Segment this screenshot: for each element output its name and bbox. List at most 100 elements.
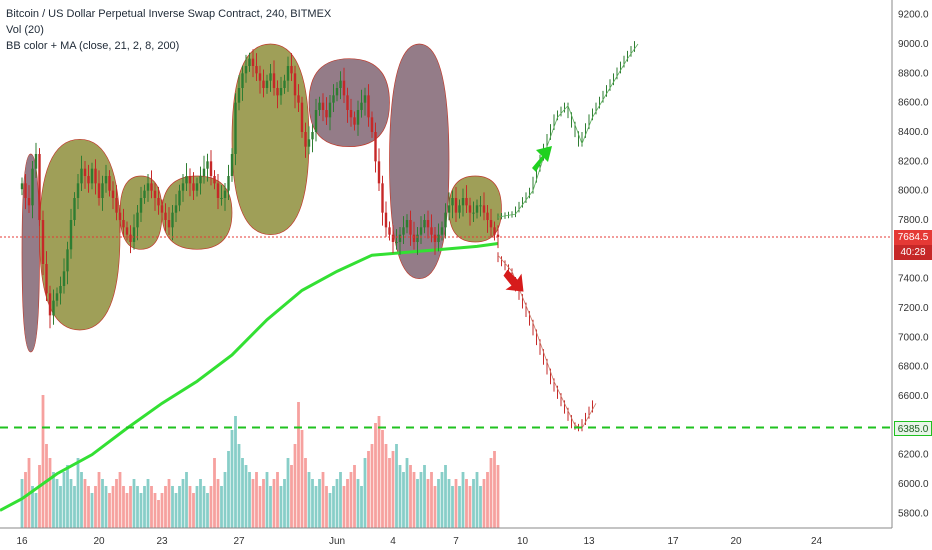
volume-bar-31 xyxy=(129,486,132,528)
volume-bar-68 xyxy=(258,486,262,528)
volume-bar-70 xyxy=(265,472,269,528)
volume-bar-77 xyxy=(290,465,293,528)
volume-bar-113 xyxy=(416,479,419,528)
candle-body-60 xyxy=(230,154,234,176)
candle-body-66 xyxy=(251,58,255,66)
volume-bar-125 xyxy=(458,486,461,528)
candle-body-123 xyxy=(451,198,454,206)
chart-legend: Bitcoin / US Dollar Perpetual Inverse Sw… xyxy=(6,6,331,54)
arrow-down-icon xyxy=(503,269,524,292)
candle-body-106 xyxy=(391,234,395,242)
volume-bar-92 xyxy=(342,486,346,528)
volume-bar-55 xyxy=(213,458,216,528)
candle-body-49 xyxy=(192,183,195,191)
arrows xyxy=(503,146,552,292)
candle-body-58 xyxy=(223,190,227,198)
candle-body-67 xyxy=(255,66,258,74)
candle-body-98 xyxy=(363,95,367,103)
candle-body-96 xyxy=(356,110,360,125)
candle-body-88 xyxy=(328,102,332,118)
candle-body-8 xyxy=(48,293,52,316)
y-tick-8600: 8600.0 xyxy=(898,98,929,109)
volume-bar-133 xyxy=(486,472,489,528)
candle-body-113 xyxy=(416,234,419,242)
candle-body-77 xyxy=(290,66,293,74)
ma200-line xyxy=(0,241,499,512)
candle-body-129 xyxy=(472,212,475,214)
volume-bar-102 xyxy=(377,416,381,528)
candle-body-20 xyxy=(90,168,94,184)
volume-bar-107 xyxy=(395,444,398,528)
volume-bar-39 xyxy=(157,500,160,528)
candle-body-40 xyxy=(160,205,164,213)
volume-bar-40 xyxy=(160,493,164,528)
candle-body-17 xyxy=(80,168,83,184)
projection-up-path xyxy=(497,43,639,218)
candle-body-75 xyxy=(283,80,286,88)
volume-bar-23 xyxy=(101,479,104,528)
candle-body-9 xyxy=(52,300,55,316)
volume-bar-62 xyxy=(237,444,241,528)
legend-bb: BB color + MA (close, 21, 2, 8, 200) xyxy=(6,40,180,52)
volume-bar-129 xyxy=(472,479,475,528)
volume-bar-75 xyxy=(283,479,286,528)
candle-body-39 xyxy=(157,198,160,206)
candle-body-84 xyxy=(314,110,318,132)
volume-bar-16 xyxy=(76,458,80,528)
horizontal-lines xyxy=(0,236,892,429)
volume-bar-97 xyxy=(360,486,363,528)
volume-bar-111 xyxy=(409,465,412,528)
volume-bar-24 xyxy=(104,486,108,528)
candle-body-0 xyxy=(20,183,24,190)
candle-body-125 xyxy=(458,205,461,213)
candle-body-97 xyxy=(360,102,363,110)
volume-bar-110 xyxy=(405,458,409,528)
candle-body-65 xyxy=(248,58,251,66)
volume-bar-56 xyxy=(216,479,220,528)
volume-bar-65 xyxy=(248,472,251,528)
volume-bar-103 xyxy=(381,430,384,528)
y-tick-6800: 6800.0 xyxy=(898,362,929,373)
volume-bar-34 xyxy=(139,493,143,528)
candle-body-134 xyxy=(489,220,493,228)
volume-bar-86 xyxy=(321,472,325,528)
price-axis-bg xyxy=(892,0,932,550)
candle-body-35 xyxy=(143,190,146,198)
volume-bar-94 xyxy=(349,472,353,528)
volume-bar-37 xyxy=(150,486,153,528)
candle-body-44 xyxy=(174,205,178,213)
volume-bar-41 xyxy=(164,486,167,528)
volume-bar-33 xyxy=(136,486,139,528)
candle-body-29 xyxy=(122,220,125,228)
volume-bar-132 xyxy=(482,479,486,528)
volume-bar-121 xyxy=(444,465,447,528)
candle-body-4 xyxy=(34,154,38,169)
candle-body-105 xyxy=(388,227,391,235)
y-tick-6200: 6200.0 xyxy=(898,450,929,461)
legend-title: Bitcoin / US Dollar Perpetual Inverse Sw… xyxy=(6,8,332,20)
volume-bar-83 xyxy=(311,479,314,528)
candle-body-21 xyxy=(94,168,97,184)
volume-bar-58 xyxy=(223,472,227,528)
bb-zone-1 xyxy=(39,138,121,331)
candle-body-110 xyxy=(405,220,409,228)
candle-body-121 xyxy=(444,212,447,228)
volume-bar-4 xyxy=(34,493,38,528)
y-tick-5800: 5800.0 xyxy=(898,508,929,519)
candle-body-124 xyxy=(454,198,458,213)
candle-body-86 xyxy=(321,102,325,110)
volume-bar-25 xyxy=(108,493,111,528)
candle-body-114 xyxy=(419,227,423,235)
volume-bar-128 xyxy=(468,486,472,528)
volume-bar-61 xyxy=(234,416,237,528)
volume-bar-114 xyxy=(419,472,423,528)
candle-body-34 xyxy=(139,198,143,213)
candle-body-116 xyxy=(426,220,430,228)
x-tick-1: 20 xyxy=(93,536,105,547)
volume-bar-46 xyxy=(181,479,185,528)
candle-body-31 xyxy=(129,234,132,242)
candle-body-37 xyxy=(150,183,153,191)
candle-body-38 xyxy=(153,190,157,198)
volume-bar-136 xyxy=(496,465,500,528)
